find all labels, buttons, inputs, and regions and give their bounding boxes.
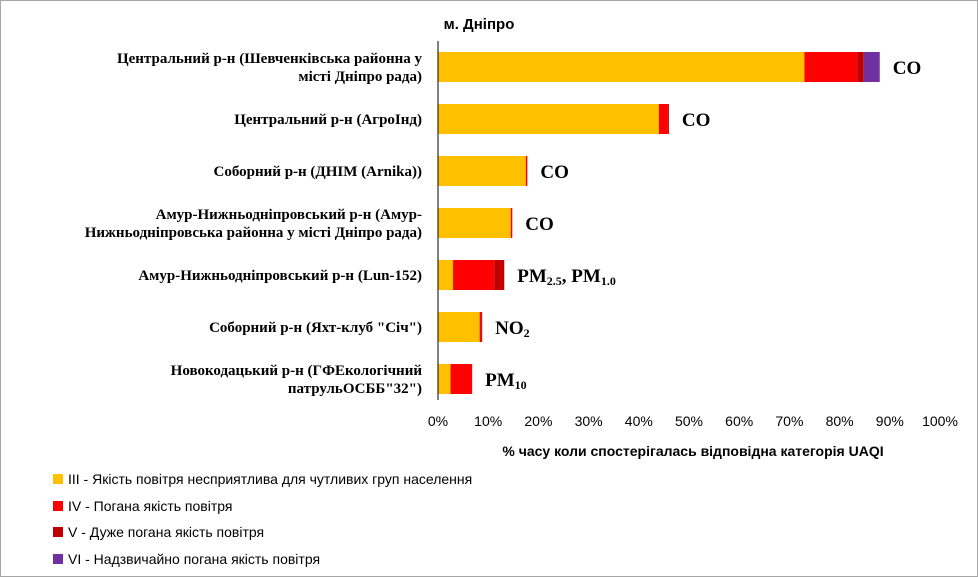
x-tick-label-5: 40%	[625, 413, 653, 429]
pollutant-label-4: CO	[525, 214, 554, 235]
x-tick-labels: 0% 10% 20% 30% 40% 50% 60% 70% 80% 90% 100%	[428, 413, 958, 429]
legend-label-1: III - Якість повітря несприятлива для чу…	[68, 471, 473, 488]
bar-segment-4-series-2	[510, 208, 513, 238]
x-tick-label-1: 0%	[428, 413, 448, 429]
legend-item-4: VI - Надзвичайно погана якість повітря	[53, 546, 472, 573]
category-labels: Центральний р-н (Шевченківська районна у…	[85, 51, 423, 397]
bar-segment-2-series-3	[667, 104, 669, 134]
bar-segment-2-series-1	[438, 104, 659, 134]
pollutant-labels: CO CO CO CO PM2.5, PM1.0 NO2 PM10	[485, 58, 921, 392]
legend-label-4: VI - Надзвичайно погана якість повітря	[68, 550, 321, 567]
x-tick-label-2: 10%	[474, 413, 502, 429]
bar-segment-7-series-2	[450, 364, 473, 394]
chart-title: м. Дніпро	[444, 16, 515, 33]
legend-swatch-4	[53, 553, 63, 564]
legend-label-2: IV - Погана якість повітря	[68, 497, 233, 514]
legend-item-2: IV - Погана якість повітря	[53, 493, 472, 520]
category-label-4-line-1: Амур-Нижньодніпровський р-н (Амур-	[156, 207, 422, 223]
category-label-6: Соборний р-н (Яхт-клуб "Січ")	[209, 320, 422, 336]
x-tick-label-6: 50%	[675, 413, 703, 429]
legend-swatch-1	[53, 474, 63, 485]
legend-item-3: V - Дуже погана якість повітря	[53, 519, 472, 546]
category-label-3: Соборний р-н (ДНІМ (Arnika))	[214, 164, 422, 180]
legend-swatch-2	[53, 500, 63, 511]
bar-segment-1-series-2	[804, 52, 858, 82]
bar-segment-5-series-3	[494, 260, 505, 290]
bar-segment-6-series-3	[481, 312, 483, 342]
x-tick-label-4: 30%	[575, 413, 603, 429]
bars-layer	[438, 52, 880, 394]
legend-swatch-3	[53, 527, 63, 538]
legend: III - Якість повітря несприятлива для чу…	[53, 466, 472, 572]
bar-segment-1-series-1	[438, 52, 805, 82]
x-tick-label-10: 90%	[876, 413, 904, 429]
pollutant-label-3: CO	[540, 162, 569, 183]
pollutant-label-5: PM2.5, PM1.0	[517, 266, 616, 288]
legend-item-1: III - Якість повітря несприятлива для чу…	[53, 466, 472, 493]
x-tick-label-11: 100%	[922, 413, 958, 429]
pollutant-label-7: PM10	[485, 370, 527, 392]
category-label-1-line-1: Центральний р-н (Шевченківська районна у	[117, 51, 423, 67]
bar-segment-7-series-1	[438, 364, 451, 394]
bar-segment-2-series-2	[658, 104, 668, 134]
x-tick-label-3: 20%	[524, 413, 552, 429]
pollutant-label-6: NO2	[495, 318, 530, 340]
category-label-4-line-2: Нижньодніпровська районна у місті Дніпро…	[85, 225, 422, 241]
category-label-7-line-2: патрульОСББ"32")	[288, 381, 422, 397]
chart-plot: м. Дніпро Центральний р-н (Шевченківська…	[85, 16, 958, 459]
legend-label-3: V - Дуже погана якість повітря	[68, 524, 265, 541]
bar-segment-1-series-3	[857, 52, 864, 82]
category-label-1-line-2: місті Дніпро рада)	[298, 69, 422, 85]
bar-segment-6-series-2	[479, 312, 482, 342]
bar-segment-4-series-1	[438, 208, 511, 238]
bar-segment-1-series-4	[863, 52, 880, 82]
bar-segment-3-series-1	[438, 156, 526, 186]
x-tick-label-8: 70%	[775, 413, 803, 429]
bar-segment-6-series-1	[438, 312, 480, 342]
x-tick-label-7: 60%	[725, 413, 753, 429]
category-label-5: Амур-Нижньодніпровський р-н (Lun-152)	[138, 268, 422, 284]
bar-segment-5-series-2	[453, 260, 495, 290]
category-label-7-line-1: Новокодацький р-н (ГФЕкологічний	[171, 363, 423, 379]
category-label-2: Центральний р-н (АгроІнд)	[234, 112, 422, 128]
x-axis-title: % часу коли спостерігалась відповідна ка…	[502, 443, 883, 459]
bar-segment-3-series-2	[525, 156, 528, 186]
pollutant-label-1: CO	[893, 58, 922, 79]
x-tick-label-9: 80%	[826, 413, 854, 429]
bar-segment-5-series-1	[438, 260, 454, 290]
pollutant-label-2: CO	[682, 110, 711, 131]
